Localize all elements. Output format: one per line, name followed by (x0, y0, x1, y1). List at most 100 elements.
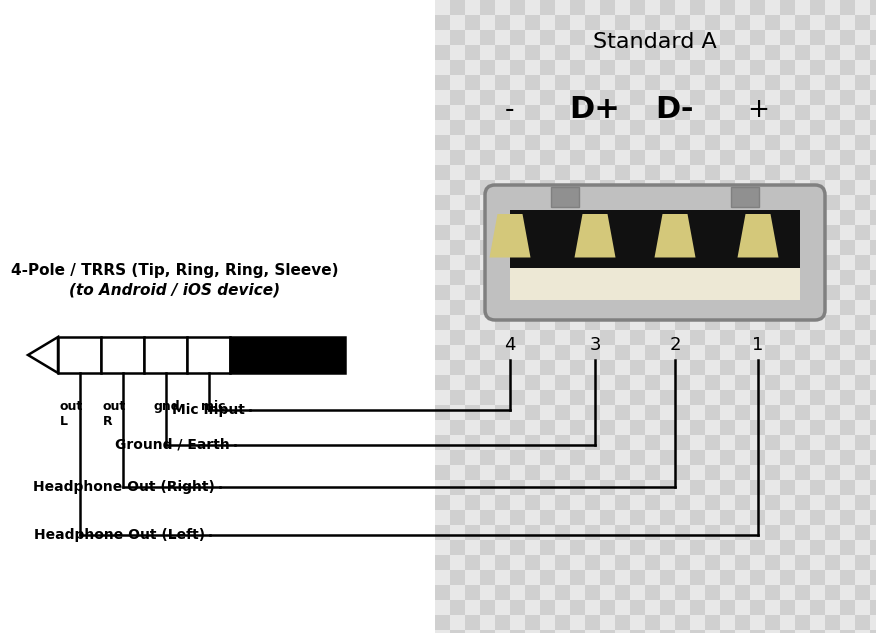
Bar (465, 360, 480, 375)
Bar (795, 345, 810, 360)
Bar (465, 450, 480, 465)
Bar (720, 345, 735, 360)
Bar (720, 510, 735, 525)
Bar (510, 135, 525, 150)
Bar (840, 375, 855, 390)
Bar (540, 570, 555, 585)
Bar (645, 435, 660, 450)
Bar (870, 165, 876, 180)
Bar (705, 135, 720, 150)
Bar (765, 150, 780, 165)
Bar (810, 270, 825, 285)
Bar (570, 510, 585, 525)
Bar (540, 450, 555, 465)
Bar (450, 360, 465, 375)
Bar (780, 0, 795, 15)
Bar (840, 15, 855, 30)
Bar (825, 435, 840, 450)
Bar (510, 210, 525, 225)
Bar (525, 390, 540, 405)
Bar (435, 405, 450, 420)
Bar (825, 150, 840, 165)
Bar (690, 375, 705, 390)
Bar (450, 210, 465, 225)
Bar (615, 540, 630, 555)
Bar (495, 420, 510, 435)
Bar (825, 555, 840, 570)
Bar (555, 495, 570, 510)
Bar (675, 180, 690, 195)
Bar (615, 75, 630, 90)
Bar (630, 0, 645, 15)
Bar (705, 465, 720, 480)
Bar (855, 510, 870, 525)
Bar (765, 570, 780, 585)
Bar (450, 510, 465, 525)
Bar (720, 240, 735, 255)
Bar (570, 105, 585, 120)
Bar (765, 495, 780, 510)
Bar (555, 345, 570, 360)
Bar (615, 285, 630, 300)
Bar (825, 240, 840, 255)
Bar (645, 630, 660, 633)
Bar (570, 390, 585, 405)
Bar (705, 195, 720, 210)
Bar (855, 585, 870, 600)
Bar (645, 390, 660, 405)
Bar (675, 615, 690, 630)
Bar (570, 495, 585, 510)
Bar (600, 150, 615, 165)
Bar (840, 525, 855, 540)
Bar (480, 120, 495, 135)
Bar (855, 330, 870, 345)
Bar (810, 615, 825, 630)
Bar (735, 555, 750, 570)
Bar (495, 180, 510, 195)
Bar (510, 600, 525, 615)
Bar (450, 255, 465, 270)
Bar (660, 480, 675, 495)
Bar (795, 405, 810, 420)
Bar (870, 0, 876, 15)
Bar (675, 465, 690, 480)
Bar (585, 420, 600, 435)
Bar (660, 300, 675, 315)
Bar (570, 225, 585, 240)
Bar (780, 330, 795, 345)
Bar (555, 300, 570, 315)
Bar (600, 600, 615, 615)
Bar (690, 600, 705, 615)
Bar (465, 225, 480, 240)
Bar (495, 600, 510, 615)
Bar (660, 495, 675, 510)
Bar (450, 135, 465, 150)
Bar (765, 45, 780, 60)
Bar (840, 270, 855, 285)
Bar (645, 210, 660, 225)
Bar (465, 495, 480, 510)
Bar (480, 570, 495, 585)
Bar (525, 525, 540, 540)
Bar (570, 165, 585, 180)
Bar (495, 540, 510, 555)
Bar (480, 90, 495, 105)
Bar (660, 75, 675, 90)
Bar (870, 540, 876, 555)
Bar (750, 210, 765, 225)
Bar (540, 165, 555, 180)
Bar (750, 195, 765, 210)
Bar (630, 330, 645, 345)
Bar (810, 285, 825, 300)
Bar (555, 480, 570, 495)
Bar (0, 0, 435, 633)
Bar (435, 585, 450, 600)
Bar (645, 570, 660, 585)
Bar (660, 465, 675, 480)
Bar (765, 480, 780, 495)
Bar (690, 555, 705, 570)
Bar (450, 390, 465, 405)
Bar (495, 210, 510, 225)
Bar (525, 345, 540, 360)
Bar (675, 405, 690, 420)
